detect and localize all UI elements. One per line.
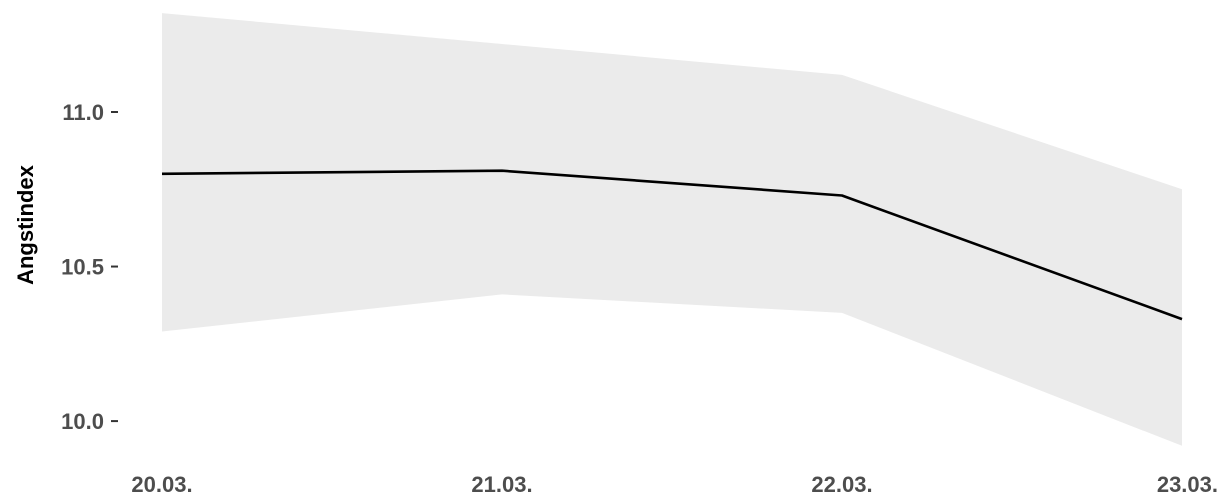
y-axis-title: Angstindex [13, 164, 38, 285]
confidence-band [162, 13, 1182, 446]
x-tick-label: 22.03. [811, 472, 872, 497]
x-tick-label: 21.03. [471, 472, 532, 497]
series-line [161, 169, 1183, 321]
y-tick-label: 10.0 [61, 409, 104, 434]
y-tick-label: 11.0 [62, 100, 104, 125]
x-tick-label: 20.03. [131, 472, 192, 497]
y-tick-label: 10.5 [61, 255, 104, 280]
x-tick-label: 23.03. [1157, 472, 1218, 497]
